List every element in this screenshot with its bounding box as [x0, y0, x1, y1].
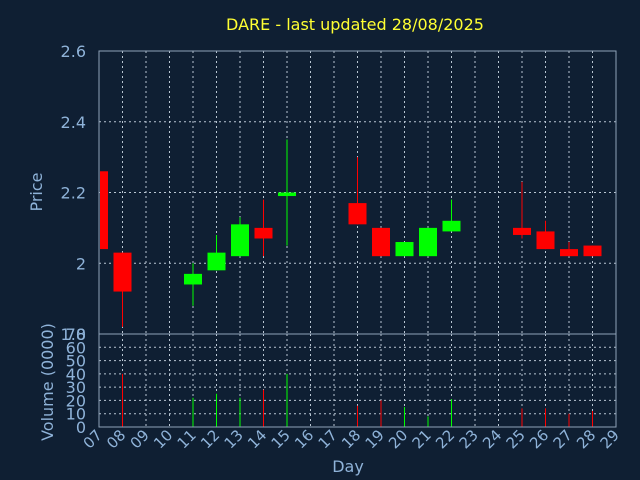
- x-tick-label: 24: [479, 426, 505, 452]
- x-tick-label: 12: [197, 426, 223, 452]
- volume-tick-label: 60: [66, 338, 86, 357]
- x-tick-label: 11: [174, 426, 200, 452]
- x-tick-label: 17: [315, 426, 341, 452]
- candle-body: [419, 227, 437, 257]
- x-tick-label: 28: [573, 426, 599, 452]
- y-axis-label: Price: [27, 172, 46, 211]
- price-tick-label: 1.8: [61, 325, 86, 344]
- candle-body: [583, 245, 602, 257]
- x-tick-label: 25: [503, 426, 529, 452]
- price-axis: 1.8 2 2.2 2.4 2.6: [61, 42, 86, 344]
- x-tick-label: 23: [456, 426, 482, 452]
- candle-body: [231, 224, 249, 257]
- volume-tick-label: 40: [66, 365, 86, 384]
- x-tick-label: 10: [150, 426, 176, 452]
- candle-body: [254, 227, 273, 239]
- candles-layer: [98, 139, 602, 327]
- candle-body: [113, 252, 132, 292]
- x-tick-label: 08: [103, 426, 129, 452]
- candle-body: [372, 227, 390, 257]
- price-tick-label: 2: [76, 254, 86, 273]
- candle-body: [395, 242, 414, 257]
- x-axis-label: Day: [332, 457, 364, 476]
- x-tick-label: 13: [221, 426, 247, 452]
- x-tick-label: 22: [432, 426, 458, 452]
- candle-body: [536, 231, 555, 250]
- x-tick-label: 26: [526, 426, 552, 452]
- x-tick-label: 20: [385, 426, 411, 452]
- candle-body: [513, 227, 531, 235]
- volume-tick-label: 50: [66, 352, 86, 371]
- volume-bars-layer: [122, 373, 593, 427]
- volume-axis-label: Volume (0000): [38, 323, 57, 441]
- x-tick-label: 14: [244, 426, 270, 452]
- chart-title: DARE - last updated 28/08/2025: [226, 15, 484, 34]
- volume-tick-label: 30: [66, 378, 86, 397]
- x-axis: 0708091011121314151617181920212223242526…: [80, 426, 623, 452]
- price-tick-label: 2.6: [61, 42, 86, 61]
- x-tick-label: 15: [268, 426, 294, 452]
- volume-tick-label: 70: [66, 325, 86, 344]
- x-tick-label: 27: [550, 426, 576, 452]
- price-tick-label: 2.2: [61, 184, 86, 203]
- x-tick-label: 21: [409, 426, 435, 452]
- candle-body: [560, 249, 578, 257]
- candle-body: [278, 192, 296, 197]
- x-tick-label: 19: [362, 426, 388, 452]
- volume-tick-label: 20: [66, 391, 86, 410]
- volume-tick-label: 10: [66, 405, 86, 424]
- candle-body: [100, 171, 108, 250]
- candle-body: [348, 203, 367, 225]
- candle-body: [207, 252, 226, 271]
- x-tick-label: 29: [597, 426, 623, 452]
- x-tick-label: 16: [291, 426, 317, 452]
- candle-body: [184, 273, 202, 285]
- volume-tick-label: 0: [76, 418, 86, 437]
- x-tick-label: 09: [127, 426, 153, 452]
- x-tick-label: 18: [338, 426, 364, 452]
- candle-body: [442, 220, 461, 232]
- volume-panel-frame: [98, 333, 617, 428]
- price-tick-label: 2.4: [61, 113, 86, 132]
